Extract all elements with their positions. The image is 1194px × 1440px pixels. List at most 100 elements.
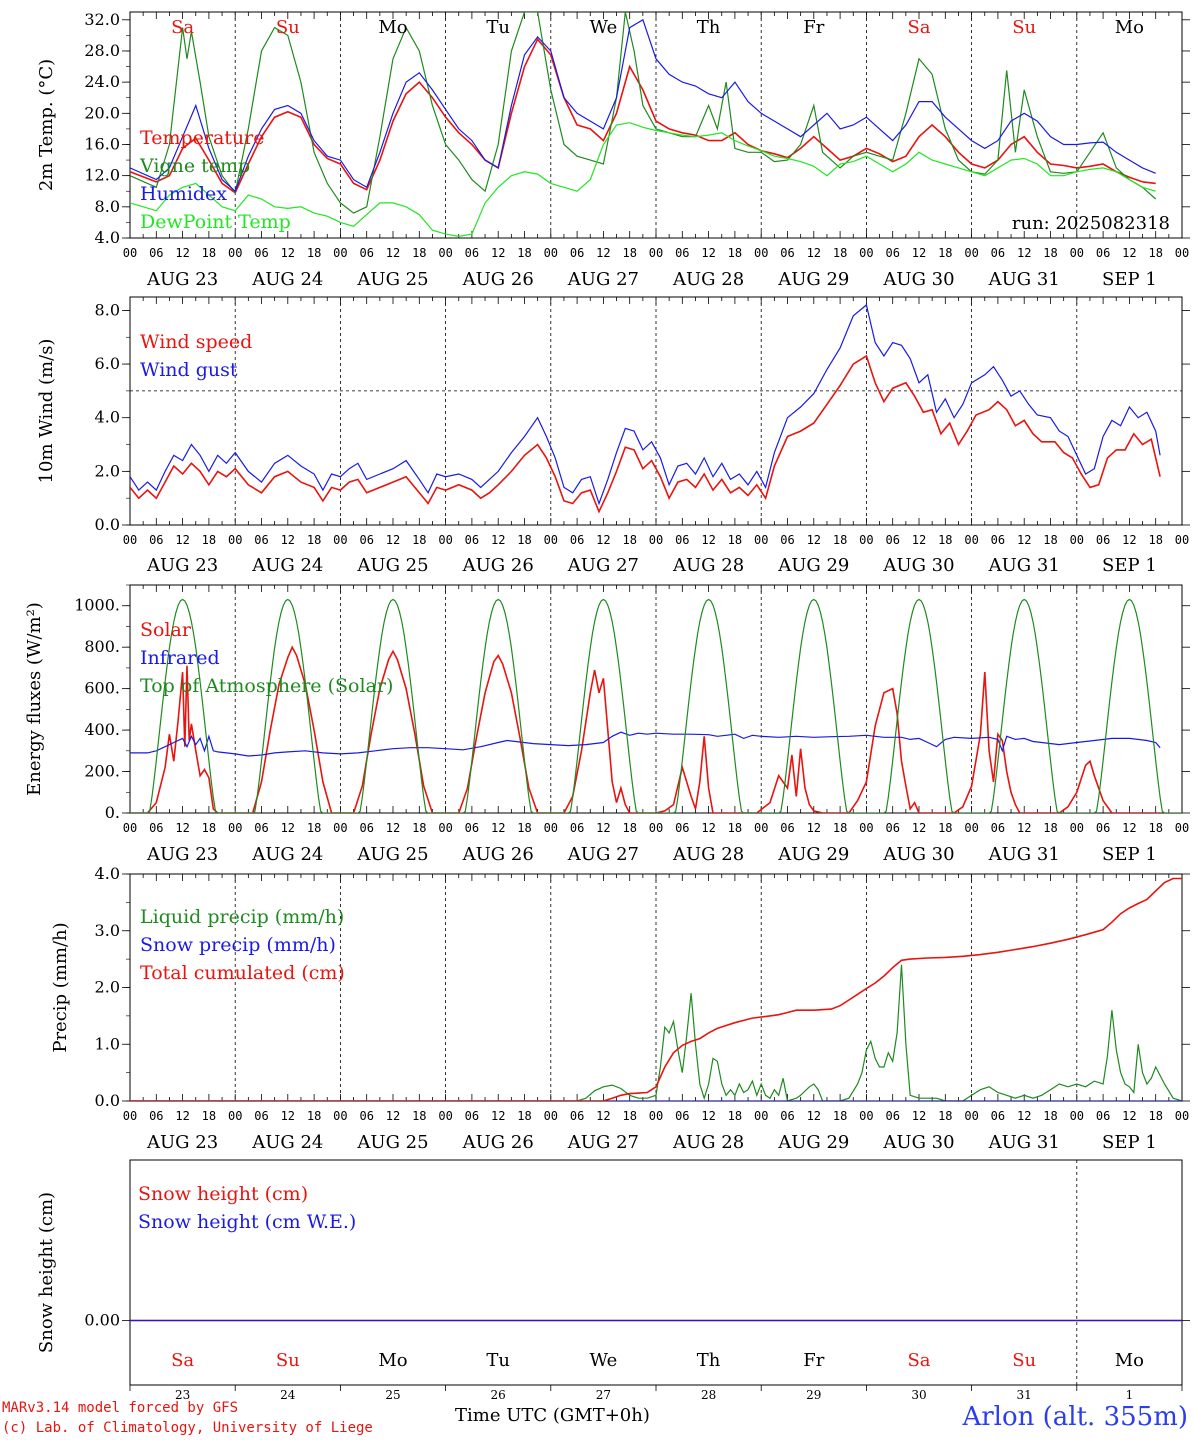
hour-tick-label: 06 — [465, 821, 479, 835]
legend-entry: Top of Atmosphere (Solar) — [140, 675, 393, 697]
hour-tick-label: 18 — [307, 533, 321, 547]
y-tick-label: 8.0 — [95, 300, 120, 319]
legend-entry: Total cumulated (cm) — [140, 962, 345, 984]
hour-tick-label: 18 — [307, 246, 321, 260]
hour-tick-label: 12 — [281, 246, 295, 260]
hour-tick-label: 18 — [728, 821, 742, 835]
hour-tick-label: 00 — [1070, 1109, 1084, 1123]
y-tick-label: 4.0 — [95, 228, 120, 247]
hour-tick-label: 18 — [622, 1109, 636, 1123]
series-line — [130, 303, 1161, 506]
legend-entry: Snow height (cm W.E.) — [138, 1211, 356, 1233]
hour-tick-label: 06 — [675, 821, 689, 835]
day-letter: We — [590, 17, 618, 38]
date-label: AUG 27 — [567, 844, 639, 865]
hour-tick-label: 18 — [1043, 533, 1057, 547]
date-label: AUG 24 — [251, 1132, 323, 1153]
hour-tick-label: 06 — [991, 821, 1005, 835]
date-label: AUG 30 — [882, 1132, 954, 1153]
y-tick-label: 800. — [84, 637, 120, 656]
date-label: AUG 28 — [672, 1132, 744, 1153]
hour-tick-label: 06 — [780, 821, 794, 835]
day-letter: Su — [1012, 1350, 1036, 1371]
hour-tick-label: 18 — [202, 821, 216, 835]
series-line — [130, 645, 1161, 813]
legend-entry: Solar — [140, 619, 192, 641]
hour-tick-label: 00 — [1175, 246, 1189, 260]
date-label: AUG 25 — [356, 844, 428, 865]
hour-tick-label: 12 — [491, 246, 505, 260]
y-tick-label: 12.0 — [84, 166, 120, 185]
hour-tick-label: 18 — [1043, 1109, 1057, 1123]
hour-tick-label: 12 — [701, 533, 715, 547]
hour-tick-label: 06 — [991, 1109, 1005, 1123]
hour-tick-label: 12 — [281, 821, 295, 835]
date-label: AUG 29 — [777, 844, 849, 865]
y-tick-label: 1000. — [74, 596, 120, 615]
date-label: AUG 24 — [251, 269, 323, 290]
y-tick-label: 8.0 — [95, 197, 120, 216]
day-number: 23 — [175, 1388, 190, 1402]
series-line — [130, 18, 1156, 193]
hour-tick-label: 00 — [964, 1109, 978, 1123]
hour-tick-label: 06 — [465, 533, 479, 547]
hour-tick-label: 06 — [885, 533, 899, 547]
series-line — [130, 877, 1182, 1101]
hour-tick-label: 06 — [359, 1109, 373, 1123]
legend-entry: Snow precip (mm/h) — [140, 934, 336, 956]
hour-tick-label: 12 — [596, 1109, 610, 1123]
y-tick-label: 20.0 — [84, 103, 120, 122]
hour-tick-label: 18 — [412, 821, 426, 835]
date-label: AUG 24 — [251, 844, 323, 865]
hour-tick-label: 18 — [833, 533, 847, 547]
hour-tick-label: 18 — [1148, 1109, 1162, 1123]
day-number: 30 — [911, 1388, 926, 1402]
hour-tick-label: 06 — [570, 1109, 584, 1123]
y-tick-label: 0.0 — [95, 515, 120, 534]
date-label: AUG 25 — [356, 555, 428, 576]
date-label: AUG 28 — [672, 844, 744, 865]
hour-tick-label: 06 — [359, 533, 373, 547]
day-letter: Mo — [1115, 17, 1144, 38]
hour-tick-label: 00 — [754, 246, 768, 260]
day-number: 31 — [1017, 1388, 1032, 1402]
hour-tick-label: 06 — [675, 1109, 689, 1123]
hour-tick-label: 00 — [1175, 821, 1189, 835]
hour-tick-label: 00 — [438, 821, 452, 835]
day-number: 1 — [1126, 1388, 1134, 1402]
hour-tick-label: 00 — [438, 246, 452, 260]
hour-tick-label: 06 — [780, 533, 794, 547]
y-axis-label: 2m Temp. (°C) — [36, 59, 57, 191]
hour-tick-label: 18 — [1148, 246, 1162, 260]
y-tick-label: 4.0 — [95, 864, 120, 883]
hour-tick-label: 06 — [570, 821, 584, 835]
hour-tick-label: 18 — [1043, 821, 1057, 835]
hour-tick-label: 06 — [885, 246, 899, 260]
hour-tick-label: 00 — [123, 1109, 137, 1123]
hour-tick-label: 00 — [754, 533, 768, 547]
hour-tick-label: 12 — [175, 533, 189, 547]
date-label: AUG 23 — [146, 844, 218, 865]
hour-tick-label: 06 — [149, 533, 163, 547]
hour-tick-label: 00 — [228, 1109, 242, 1123]
date-label: AUG 31 — [988, 269, 1060, 290]
hour-tick-label: 12 — [491, 1109, 505, 1123]
hour-tick-label: 12 — [175, 246, 189, 260]
hour-tick-label: 06 — [149, 821, 163, 835]
date-label: AUG 26 — [462, 1132, 534, 1153]
hour-tick-label: 06 — [675, 533, 689, 547]
hour-tick-label: 06 — [254, 1109, 268, 1123]
date-label: AUG 31 — [988, 555, 1060, 576]
hour-tick-label: 18 — [728, 1109, 742, 1123]
hour-tick-label: 12 — [1017, 533, 1031, 547]
run-label: run: 2025082318 — [1012, 213, 1170, 234]
hour-tick-label: 12 — [175, 821, 189, 835]
hour-tick-label: 06 — [149, 246, 163, 260]
day-letter: Th — [697, 1350, 721, 1371]
y-tick-label: 0. — [105, 803, 120, 822]
station-name: Arlon (alt. 355m) — [962, 1402, 1188, 1432]
day-letter: Mo — [1115, 1350, 1144, 1371]
day-number: 27 — [596, 1388, 611, 1402]
hour-tick-label: 12 — [491, 821, 505, 835]
hour-tick-label: 12 — [912, 821, 926, 835]
